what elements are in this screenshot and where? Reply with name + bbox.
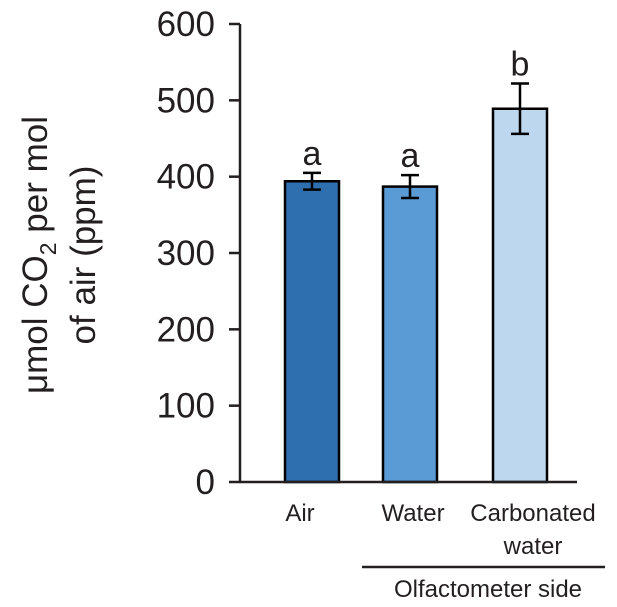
bar xyxy=(491,107,549,484)
bar xyxy=(381,185,439,484)
x-tick-label: Carbonated xyxy=(470,500,595,527)
y-axis-label-line1: μmol CO2 per mol xyxy=(16,116,61,394)
x-axis: Air Water Carbonated water xyxy=(240,480,596,560)
y-axis-label: μmol CO2 per mol of air (ppm) xyxy=(16,116,103,394)
bar xyxy=(283,179,341,484)
y-axis-label-post: per mol xyxy=(16,116,55,242)
y-tick-label: 300 xyxy=(157,234,215,273)
bars: a a b xyxy=(283,46,549,484)
significance-label: b xyxy=(511,46,530,84)
y-axis-label-sub: 2 xyxy=(35,242,61,255)
group-label: Olfactometer side xyxy=(394,576,582,603)
group-bracket: Olfactometer side xyxy=(362,565,605,603)
y-tick-label: 200 xyxy=(157,310,215,349)
y-tick-label: 0 xyxy=(196,463,215,502)
y-tick-label: 500 xyxy=(157,81,215,120)
y-axis-label-pre: μmol CO xyxy=(16,255,55,394)
y-axis-label-line2: of air (ppm) xyxy=(64,166,103,345)
y-tick-label: 100 xyxy=(157,387,215,426)
x-tick-label-line2: water xyxy=(503,533,563,560)
y-axis: 0 100 200 300 400 500 600 xyxy=(157,5,242,502)
x-tick-label: Air xyxy=(285,500,314,527)
y-tick-label: 600 xyxy=(157,5,215,44)
y-tick-label: 400 xyxy=(157,158,215,197)
x-tick-label: Water xyxy=(381,500,444,527)
significance-label: a xyxy=(303,135,322,173)
significance-label: a xyxy=(401,137,420,175)
